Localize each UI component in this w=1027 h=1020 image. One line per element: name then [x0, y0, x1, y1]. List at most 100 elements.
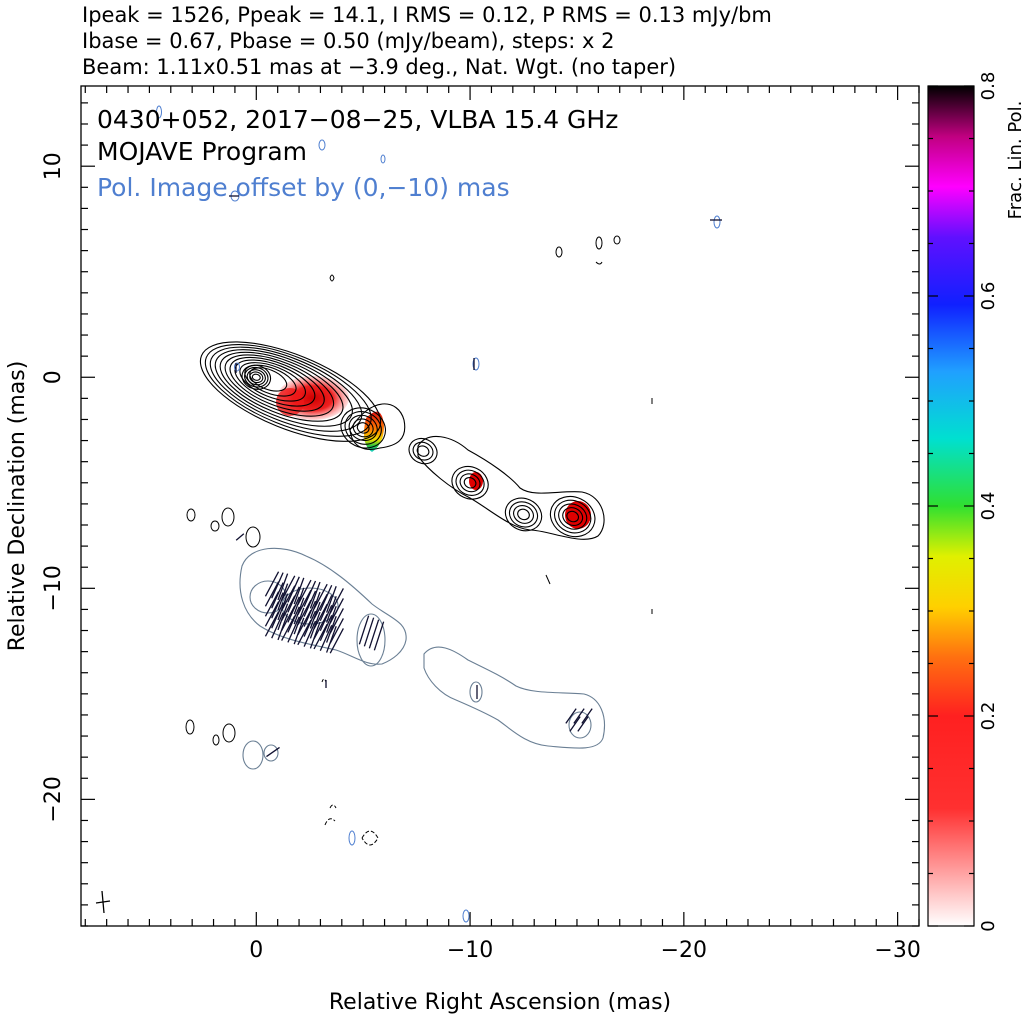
plot-frame: [80, 85, 920, 927]
x-tick-label: −30: [874, 938, 920, 963]
evpa-tick: [581, 708, 593, 724]
beam-marker: [95, 890, 111, 914]
stokes-i-contour: [348, 414, 378, 442]
evpa-tick: [309, 611, 321, 639]
evpa-tick: [326, 586, 337, 613]
evpa-tick: [271, 572, 284, 599]
header-line-2: Ibase = 0.67, Pbase = 0.50 (mJy/beam), s…: [82, 29, 614, 53]
y-tick-label: −10: [41, 565, 66, 611]
evpa-tick: [281, 615, 296, 641]
evpa-tick: [303, 580, 317, 607]
evpa-tick: [264, 601, 280, 627]
evpa-tick: [287, 606, 300, 633]
evpa-tick: [319, 594, 333, 622]
stokes-i-contour: [508, 501, 539, 528]
evpa-tick: [297, 579, 312, 606]
frac-pol-blob-knot-10mas: [469, 472, 483, 490]
stokes-i-contour: [349, 403, 406, 450]
stokes-i-contour: [566, 510, 580, 523]
evpa-tick: [358, 615, 370, 645]
evpa-tick: [368, 619, 380, 649]
evpa-tick: [297, 589, 312, 616]
y-axis-label: Relative Declination (mas): [5, 361, 30, 652]
stokes-i-contour: [249, 367, 288, 392]
evpa-tick: [264, 611, 280, 637]
y-tick-label: 10: [41, 152, 66, 180]
stokes-i-contour: [241, 364, 272, 390]
evpa-tick: [569, 716, 581, 732]
evpa-tick: [277, 593, 289, 621]
stokes-i-contour: [244, 364, 297, 397]
stokes-i-contour: [340, 407, 386, 449]
colorbar-tick-label: 0.2: [978, 702, 999, 731]
evpa-tick: [297, 609, 312, 636]
evpa-tick: [271, 592, 284, 619]
evpa-tick: [277, 603, 289, 631]
stokes-i-contour: [455, 469, 485, 496]
evpa-tick: [297, 599, 312, 626]
evpa-tick: [293, 607, 305, 635]
x-tick-label: 0: [249, 938, 263, 963]
evpa-tick: [309, 621, 321, 649]
evpa-tick: [313, 623, 328, 650]
evpa-tick: [573, 708, 585, 724]
pol-intensity-contours: [239, 547, 605, 770]
evpa-tick: [293, 617, 305, 645]
stokes-i-contour: [417, 435, 605, 540]
evpa-tick: [281, 605, 296, 631]
evpa-tick: [313, 583, 328, 610]
evpa-tick: [319, 624, 333, 652]
evpa-tick: [287, 586, 300, 613]
frac-pol-blob-core-edge: [276, 388, 304, 416]
x-axis-label: Relative Right Ascension (mas): [329, 990, 671, 1015]
colorbar-tick-label: 0.6: [978, 282, 999, 311]
evpa-ticks: [229, 195, 722, 758]
stokes-i-contours: [199, 341, 605, 540]
stokes-i-contour: [214, 349, 353, 427]
stokes-i-contour: [554, 499, 592, 534]
evpa-tick: [303, 620, 317, 647]
evpa-tick: [326, 606, 337, 633]
evpa-tick: [303, 590, 317, 617]
evpa-tick: [281, 585, 296, 611]
stokes-i-contour: [412, 441, 434, 461]
tick-labels: 0 −10 −20 −30 10 0 −10 −20: [41, 152, 921, 963]
evpa-tick: [235, 533, 245, 541]
axis-ticks: [81, 86, 920, 927]
stokes-i-contour: [513, 504, 534, 524]
evpa-tick: [313, 603, 328, 630]
stokes-i-contour: [463, 477, 477, 489]
evpa-tick: [326, 596, 337, 623]
stokes-i-contour: [239, 362, 306, 402]
header-line-1: Ipeak = 1526, Ppeak = 14.1, I RMS = 0.12…: [82, 3, 772, 27]
colorbar-ticks: 0 0.2 0.4 0.6 0.8: [928, 72, 999, 932]
evpa-tick: [303, 610, 317, 637]
stokes-i-contour: [229, 356, 325, 412]
evpa-tick: [271, 612, 284, 639]
stokes-i-contour: [249, 371, 264, 384]
evpa-tick: [329, 618, 344, 644]
evpa-tick: [326, 626, 337, 653]
stokes-i-contour: [408, 437, 438, 465]
evpa-tick: [577, 716, 589, 732]
stokes-i-contour: [251, 373, 261, 381]
program-annotation: MOJAVE Program: [97, 137, 307, 166]
evpa-tick: [319, 614, 333, 642]
stokes-i-contour: [549, 495, 596, 538]
evpa-tick: [287, 616, 300, 643]
evpa-tick: [293, 577, 305, 605]
evpa-tick: [264, 581, 280, 607]
x-tick-label: −20: [661, 938, 707, 963]
evpa-tick: [319, 584, 333, 612]
offset-annotation: Pol. Image offset by (0,−10) mas: [97, 173, 510, 202]
evpa-tick: [287, 596, 300, 623]
stokes-i-contour: [204, 343, 372, 437]
stokes-i-contour: [246, 369, 266, 386]
stokes-i-contour: [558, 503, 588, 530]
evpa-tick: [297, 619, 312, 646]
evpa-tick: [373, 621, 385, 651]
colorbar-tick-label: 0: [978, 920, 999, 931]
evpa-tick: [309, 591, 321, 619]
colorbar-label: Frac. Lin. Pol.: [1005, 101, 1026, 220]
